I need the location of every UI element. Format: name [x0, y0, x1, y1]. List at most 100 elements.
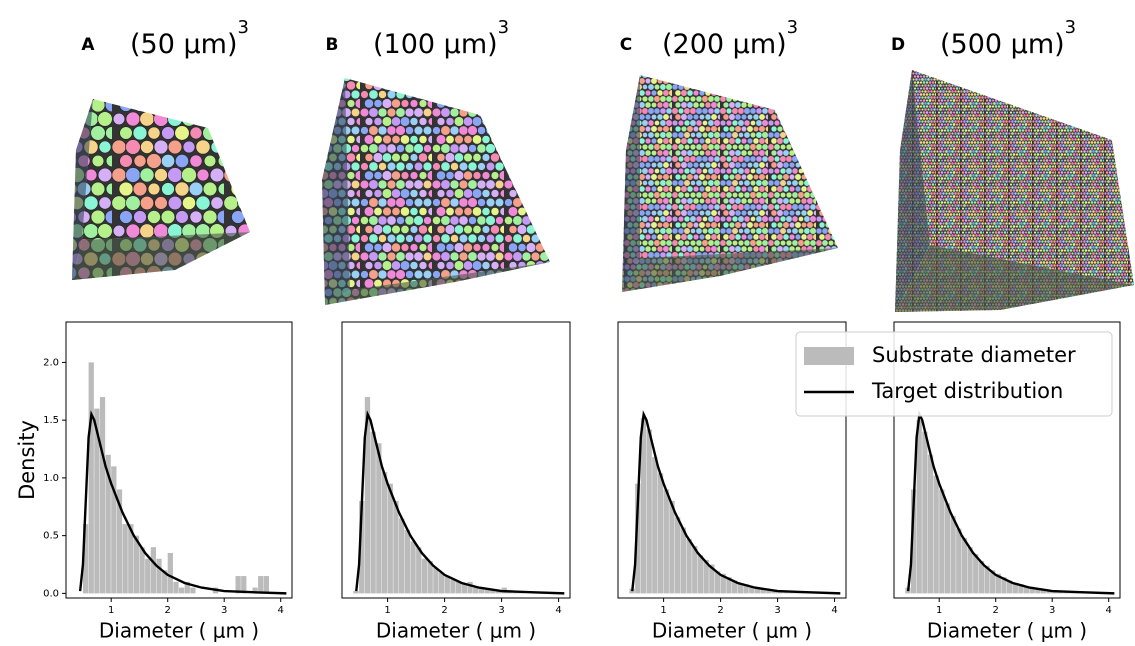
histogram-bar: [990, 570, 996, 594]
x-tick-label: 4: [278, 605, 284, 616]
histogram-bar: [732, 580, 738, 594]
histogram-bar: [760, 588, 766, 594]
histogram-bar: [387, 483, 393, 594]
legend-swatch: [804, 347, 854, 365]
histogram-bar: [652, 457, 658, 594]
histogram-bar: [133, 535, 140, 594]
y-tick-label: 1.0: [43, 473, 59, 484]
histogram-bar: [252, 587, 258, 594]
histogram-bar: [82, 524, 89, 594]
histogram-bar: [111, 466, 117, 594]
histogram-bar: [150, 547, 156, 594]
histogram-bar: [359, 500, 365, 594]
cube-side-shade: [322, 78, 350, 305]
panel-title-superscript: 3: [1065, 17, 1076, 38]
histogram-bar: [173, 581, 179, 594]
plot-frame: [65, 321, 293, 599]
histogram-bar: [190, 587, 196, 594]
histogram-bar: [978, 561, 984, 594]
histogram-bar: [910, 489, 917, 594]
legend: Substrate diameter Target distribution: [795, 331, 1113, 417]
panel-label: B: [326, 35, 339, 55]
plot-frame: [341, 321, 571, 599]
y-tick-label: 2.0: [43, 357, 59, 368]
panel-title: (200 μm)3: [662, 17, 798, 60]
histogram-bar: [714, 571, 721, 594]
histogram-bar: [473, 587, 479, 594]
histogram-bar: [635, 483, 641, 594]
panel-title: (500 μm)3: [940, 17, 1076, 60]
x-tick-label: 3: [221, 605, 227, 616]
cube-bottom-shade: [622, 248, 838, 292]
histogram-bar: [749, 586, 755, 594]
histogram-bar: [692, 546, 698, 594]
histogram-bar: [1023, 586, 1030, 594]
histogram-bar: [145, 558, 151, 594]
histogram-bar: [438, 572, 445, 594]
histogram-bar: [427, 561, 433, 594]
histogram-bar: [680, 527, 686, 594]
plot-frame: [893, 321, 1121, 599]
y-axis-label: Density: [15, 420, 39, 500]
histogram-bar: [235, 576, 241, 594]
target-line: [78, 410, 287, 595]
cube-top-face: [82, 99, 250, 240]
x-axis-label: Diameter ( μm ): [99, 619, 259, 643]
legend-label: Substrate diameter: [872, 343, 1076, 367]
panel-title-superscript: 3: [787, 17, 798, 38]
histogram-bar: [162, 570, 168, 594]
histogram-bar: [944, 503, 951, 594]
histogram-bar: [128, 524, 134, 594]
cube-bottom-shade: [895, 245, 1134, 312]
histogram-bar: [495, 591, 502, 594]
x-tick-label: 4: [831, 605, 837, 616]
x-axis-label: Diameter ( μm ): [376, 619, 536, 643]
panel-label: A: [81, 35, 95, 55]
x-tick-label: 2: [717, 605, 723, 616]
histogram-bar: [399, 518, 405, 594]
histogram-bar: [720, 573, 726, 594]
histogram-bar: [94, 408, 100, 594]
x-tick-label: 3: [774, 605, 780, 616]
histogram-bar: [737, 582, 743, 594]
histogram-bar: [421, 558, 428, 594]
cube: [322, 78, 550, 305]
x-tick-label: 1: [384, 605, 390, 616]
cube: [895, 70, 1134, 312]
target-line: [631, 410, 841, 595]
histogram-bar: [105, 454, 111, 594]
cube-side-shade: [72, 99, 93, 280]
x-tick-label: 1: [660, 605, 666, 616]
histogram-bar: [697, 555, 704, 594]
histogram-bar: [490, 589, 496, 594]
histogram-bar: [703, 559, 709, 594]
histogram-bar: [939, 489, 945, 594]
panel-title-text: (500 μm): [940, 29, 1065, 60]
histogram-bar: [1029, 587, 1035, 594]
histogram-bar: [922, 431, 928, 594]
histogram-bar: [657, 473, 664, 594]
cube-side-shade: [895, 70, 930, 312]
target-line: [906, 410, 1115, 595]
histogram-bar: [967, 547, 973, 594]
panel-title-text: (200 μm): [662, 29, 787, 60]
histogram-bar: [99, 397, 106, 594]
cube: [72, 99, 250, 280]
y-tick-label: 1.5: [43, 415, 59, 426]
histogram-bar: [950, 516, 956, 594]
histogram-bar: [116, 489, 123, 594]
histogram-bar: [456, 581, 462, 594]
legend-label: Target distribution: [871, 379, 1063, 403]
plot-frame: [617, 321, 847, 599]
histogram-bar: [139, 547, 145, 594]
cube-top-face: [345, 78, 550, 290]
histogram-bar: [364, 397, 371, 594]
y-tick-label: 0.5: [43, 531, 59, 542]
histogram-bar: [370, 431, 376, 594]
histogram-bar: [743, 584, 749, 594]
histogram-bar: [754, 587, 761, 594]
x-tick-label: 2: [165, 605, 171, 616]
panel-label: D: [891, 35, 905, 55]
